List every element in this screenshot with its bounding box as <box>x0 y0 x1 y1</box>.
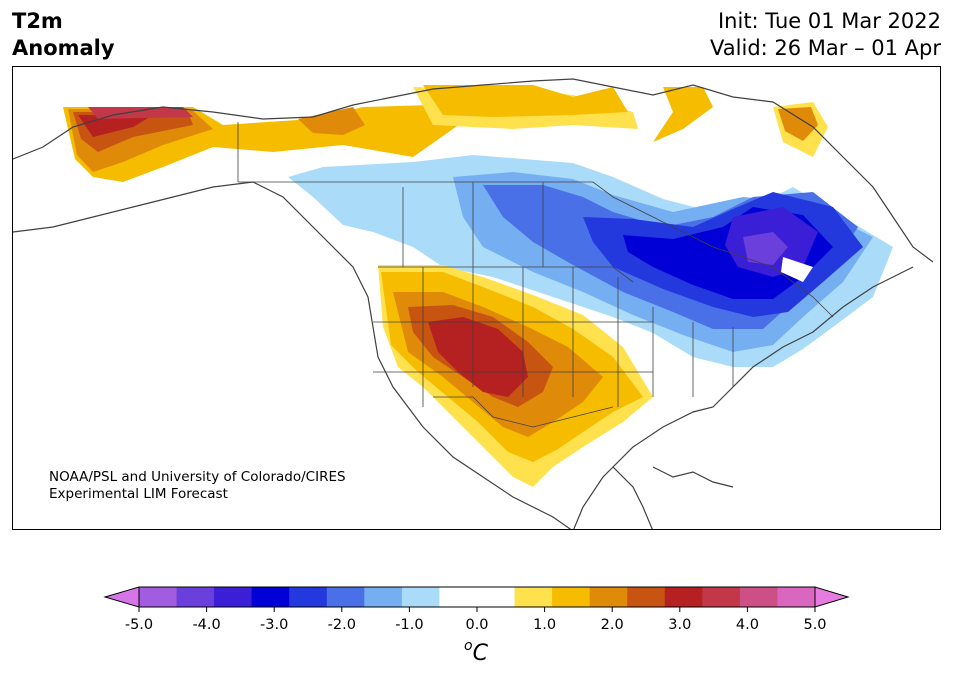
colorbar-tick-label: 4.0 <box>736 617 759 633</box>
warm-region-us-red <box>428 317 528 397</box>
valid-range: Valid: 26 Mar – 01 Apr <box>710 36 941 60</box>
colorbar-tick-label: -3.0 <box>260 617 288 633</box>
borders <box>237 122 834 428</box>
colorbar-segment <box>401 587 441 607</box>
credit-line-2: Experimental LIM Forecast <box>49 486 228 502</box>
warm-region-greenland <box>653 87 713 142</box>
colorbar-segment <box>139 587 178 607</box>
map-frame: NOAA/PSL and University of Colorado/CIRE… <box>12 66 941 530</box>
colorbar-segment <box>702 587 741 607</box>
title-line-2: Anomaly <box>12 36 115 60</box>
colorbar-segment <box>214 587 253 607</box>
init-date: Init: Tue 01 Mar 2022 <box>717 9 941 33</box>
colorbar-tick-label: -2.0 <box>328 617 356 633</box>
colorbar-over-arrow <box>814 586 850 608</box>
colorbar-tick-label: 3.0 <box>668 617 691 633</box>
colorbar-tick-label: 1.0 <box>533 617 556 633</box>
colorbar-segments <box>139 587 816 607</box>
colorbar-segment <box>176 587 215 607</box>
warm-region-arctic-orange <box>298 107 365 135</box>
colorbar-tick-label: -1.0 <box>395 617 423 633</box>
colorbar-under-arrow <box>103 586 140 608</box>
colorbar-tick-label: 2.0 <box>601 617 624 633</box>
colorbar-tick-label: -4.0 <box>192 617 220 633</box>
anomaly-map <box>13 78 934 529</box>
warm-region-greenland-east-core <box>778 107 818 141</box>
colorbar-segment <box>664 587 703 607</box>
warm-region-arctic-gold <box>423 85 628 117</box>
forecast-dates: Init: Tue 01 Mar 2022 Valid: 26 Mar – 01… <box>710 8 941 62</box>
title-line-1: T2m <box>12 9 63 33</box>
colorbar-segment <box>251 587 290 607</box>
colorbar-segment <box>477 587 516 607</box>
chart-title: T2m Anomaly <box>12 8 115 62</box>
colorbar-segment <box>364 587 403 607</box>
colorbar: -5.0 -4.0 -3.0 -2.0 -1.0 0.0 1.0 2.0 3.0 4.0 5.0 o… <box>103 586 850 666</box>
map-credit: NOAA/PSL and University of Colorado/CIRE… <box>49 469 346 503</box>
colorbar-segment <box>777 587 816 607</box>
cool-region-quebec-purple <box>743 232 788 265</box>
colorbar-segment <box>289 587 328 607</box>
warm-region-alaska-deep <box>88 107 193 119</box>
colorbar-segment <box>514 587 553 607</box>
colorbar-tick-label: 0.0 <box>465 617 488 633</box>
colorbar-segment <box>552 587 591 607</box>
colorbar-segment <box>439 587 478 607</box>
colorbar-ticks: -5.0 -4.0 -3.0 -2.0 -1.0 0.0 1.0 2.0 3.0 4.0 5.0 <box>125 607 827 633</box>
colorbar-segment <box>739 587 779 607</box>
colorbar-unit: oC <box>464 638 489 666</box>
colorbar-tick-label: 5.0 <box>803 617 826 633</box>
colorbar-segment <box>326 587 365 607</box>
colorbar-tick-label: -5.0 <box>125 617 153 633</box>
colorbar-segment <box>589 587 628 607</box>
credit-line-1: NOAA/PSL and University of Colorado/CIRE… <box>49 469 346 485</box>
colorbar-segment <box>627 587 666 607</box>
cool-region-blank-patch <box>781 257 813 282</box>
